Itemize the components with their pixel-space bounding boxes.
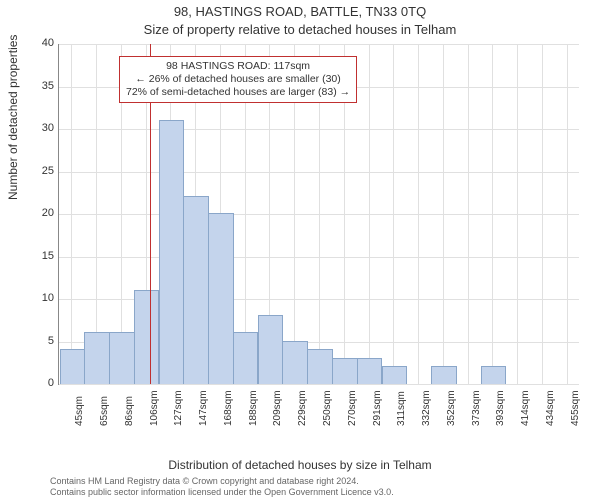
y-axis-label: Number of detached properties [6,35,20,200]
bar [332,358,358,385]
x-tick-label: 393sqm [495,390,506,426]
annotation-line2: ← 26% of detached houses are smaller (30… [126,73,350,86]
plot-area: 98 HASTINGS ROAD: 117sqm← 26% of detache… [58,44,579,385]
y-tick-label: 5 [24,335,54,347]
gridline-v [418,44,419,384]
x-tick-label: 209sqm [272,390,283,426]
x-tick-label: 373sqm [471,390,482,426]
x-tick-label: 434sqm [545,390,556,426]
y-tick-label: 10 [24,292,54,304]
gridline-h [59,384,579,385]
y-tick-label: 35 [24,80,54,92]
annotation-line1: 98 HASTINGS ROAD: 117sqm [126,60,350,73]
bar [183,196,209,384]
footer-line1: Contains HM Land Registry data © Crown c… [50,476,394,487]
bar [208,213,234,384]
y-tick-label: 20 [24,207,54,219]
annotation-line3: 72% of semi-detached houses are larger (… [126,86,350,99]
gridline-v [369,44,370,384]
chart-container: 98, HASTINGS ROAD, BATTLE, TN33 0TQ Size… [0,0,600,500]
annotation-box: 98 HASTINGS ROAD: 117sqm← 26% of detache… [119,56,357,103]
y-tick-label: 15 [24,250,54,262]
x-tick-label: 291sqm [372,390,383,426]
y-tick-label: 0 [24,377,54,389]
x-tick-label: 270sqm [347,390,358,426]
x-tick-label: 168sqm [223,390,234,426]
gridline-v [443,44,444,384]
x-tick-label: 250sqm [322,390,333,426]
y-tick-label: 40 [24,37,54,49]
x-axis-title: Distribution of detached houses by size … [0,458,600,472]
title-line2: Size of property relative to detached ho… [0,22,600,37]
bar [233,332,259,384]
bar [258,315,284,384]
y-tick-label: 30 [24,122,54,134]
x-tick-label: 455sqm [570,390,581,426]
gridline-v [517,44,518,384]
bar [282,341,308,385]
x-tick-label: 311sqm [396,391,407,426]
x-tick-label: 65sqm [99,396,110,426]
title-line1: 98, HASTINGS ROAD, BATTLE, TN33 0TQ [0,4,600,19]
gridline-v [567,44,568,384]
gridline-v [468,44,469,384]
bar [357,358,383,385]
x-tick-label: 229sqm [297,390,308,426]
x-tick-label: 414sqm [520,390,531,426]
x-tick-label: 86sqm [124,396,135,426]
x-tick-label: 147sqm [198,390,209,426]
bar [60,349,86,384]
gridline-v [71,44,72,384]
gridline-v [492,44,493,384]
bar [134,290,160,385]
bar [382,366,408,384]
y-tick-label: 25 [24,165,54,177]
footer: Contains HM Land Registry data © Crown c… [50,476,394,498]
bar [431,366,457,384]
footer-line2: Contains public sector information licen… [50,487,394,498]
x-tick-label: 352sqm [446,390,457,426]
bar [159,120,185,385]
x-tick-label: 188sqm [248,390,259,426]
x-tick-label: 45sqm [74,396,85,426]
bar [481,366,507,384]
bar [307,349,333,384]
gridline-v [542,44,543,384]
x-tick-label: 106sqm [149,390,160,426]
bar [109,332,135,384]
gridline-v [393,44,394,384]
x-tick-label: 127sqm [173,390,184,426]
bar [84,332,110,384]
x-tick-label: 332sqm [421,390,432,426]
